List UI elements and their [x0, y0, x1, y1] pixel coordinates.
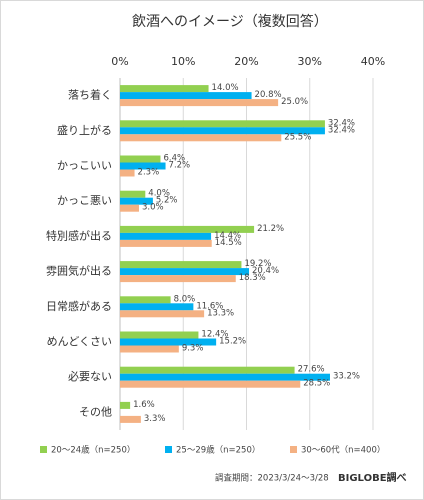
y-tick-label: かっこいい	[57, 159, 112, 172]
value-label: 12.4%	[201, 330, 228, 340]
bar	[120, 204, 139, 212]
bar	[120, 268, 250, 276]
bar	[120, 415, 141, 423]
value-label: 14.5%	[215, 238, 242, 248]
y-tick-label: 日常感がある	[46, 299, 112, 313]
bar	[120, 127, 325, 135]
value-label: 15.2%	[219, 337, 246, 347]
source: BIGLOBE調べ	[338, 471, 407, 484]
bar	[120, 232, 212, 240]
value-label: 8.0%	[174, 294, 196, 304]
legend-label: 30～60代（n=400）	[301, 445, 385, 456]
value-label: 2.3%	[138, 168, 160, 178]
value-label: 25.0%	[281, 97, 308, 107]
value-label: 1.6%	[133, 400, 155, 410]
bar	[120, 310, 205, 318]
bar	[120, 303, 194, 311]
legend-swatch	[290, 446, 297, 453]
bar	[120, 155, 161, 163]
x-tick-label: 40%	[361, 55, 385, 68]
value-label: 19.2%	[244, 259, 271, 269]
value-label: 32.4%	[328, 118, 355, 128]
y-tick-label: めんどくさい	[47, 335, 112, 348]
value-label: 3.3%	[144, 414, 166, 424]
bar	[120, 345, 179, 353]
bar	[120, 120, 325, 128]
value-label: 11.6%	[196, 301, 223, 311]
bar	[120, 134, 282, 142]
bar	[120, 366, 295, 374]
value-label: 25.5%	[284, 132, 311, 142]
bar	[120, 190, 146, 198]
value-label: 5.2%	[156, 196, 178, 206]
bar	[120, 92, 252, 100]
value-label: 21.2%	[257, 224, 284, 234]
value-label: 9.3%	[182, 344, 204, 354]
value-label: 14.4%	[214, 231, 241, 241]
value-label: 4.0%	[148, 189, 170, 199]
bar	[120, 331, 199, 339]
value-label: 27.6%	[298, 365, 325, 375]
bar	[120, 85, 209, 93]
x-tick-label: 0%	[111, 55, 128, 68]
bar	[120, 296, 171, 304]
value-label: 3.0%	[142, 203, 164, 213]
value-label: 20.4%	[252, 266, 279, 276]
y-tick-label: その他	[79, 405, 112, 418]
y-tick-label: 必要ない	[68, 370, 112, 383]
bar	[120, 261, 242, 269]
legend-label: 25～29歳（n=250）	[176, 445, 260, 456]
value-label: 14.0%	[212, 83, 239, 93]
legend-swatch	[165, 446, 172, 453]
y-tick-label: 盛り上がる	[57, 123, 112, 137]
bar	[120, 99, 279, 107]
y-tick-label: 落ち着く	[68, 88, 112, 102]
y-tick-label: 雰囲気が出る	[46, 264, 112, 278]
value-label: 13.3%	[207, 308, 234, 318]
bar	[120, 401, 131, 409]
legend-label: 20～24歳（n=250）	[51, 445, 135, 456]
x-tick-label: 10%	[171, 55, 195, 68]
bar	[120, 162, 166, 170]
bar	[120, 239, 212, 247]
bar	[120, 373, 330, 381]
value-label: 20.8%	[255, 90, 282, 100]
bar	[120, 197, 153, 205]
value-label: 7.2%	[169, 161, 191, 171]
bar	[120, 275, 236, 283]
bar	[120, 225, 255, 233]
y-tick-label: 特別感が出る	[46, 228, 112, 242]
note: 調査期間：2023/3/24～3/28	[215, 473, 329, 484]
chart-title: 飲酒へのイメージ（複数回答）	[132, 13, 328, 30]
bar	[120, 169, 135, 177]
value-label: 6.4%	[163, 154, 185, 164]
value-label: 28.5%	[303, 379, 330, 389]
legend-swatch	[40, 446, 47, 453]
y-tick-label: かっこ悪い	[57, 194, 112, 207]
value-label: 18.3%	[239, 273, 266, 283]
bar	[120, 380, 301, 388]
x-tick-label: 20%	[234, 55, 258, 68]
x-tick-label: 30%	[298, 55, 322, 68]
bar	[120, 338, 217, 346]
value-label: 32.4%	[328, 125, 355, 135]
value-label: 33.2%	[333, 372, 360, 382]
